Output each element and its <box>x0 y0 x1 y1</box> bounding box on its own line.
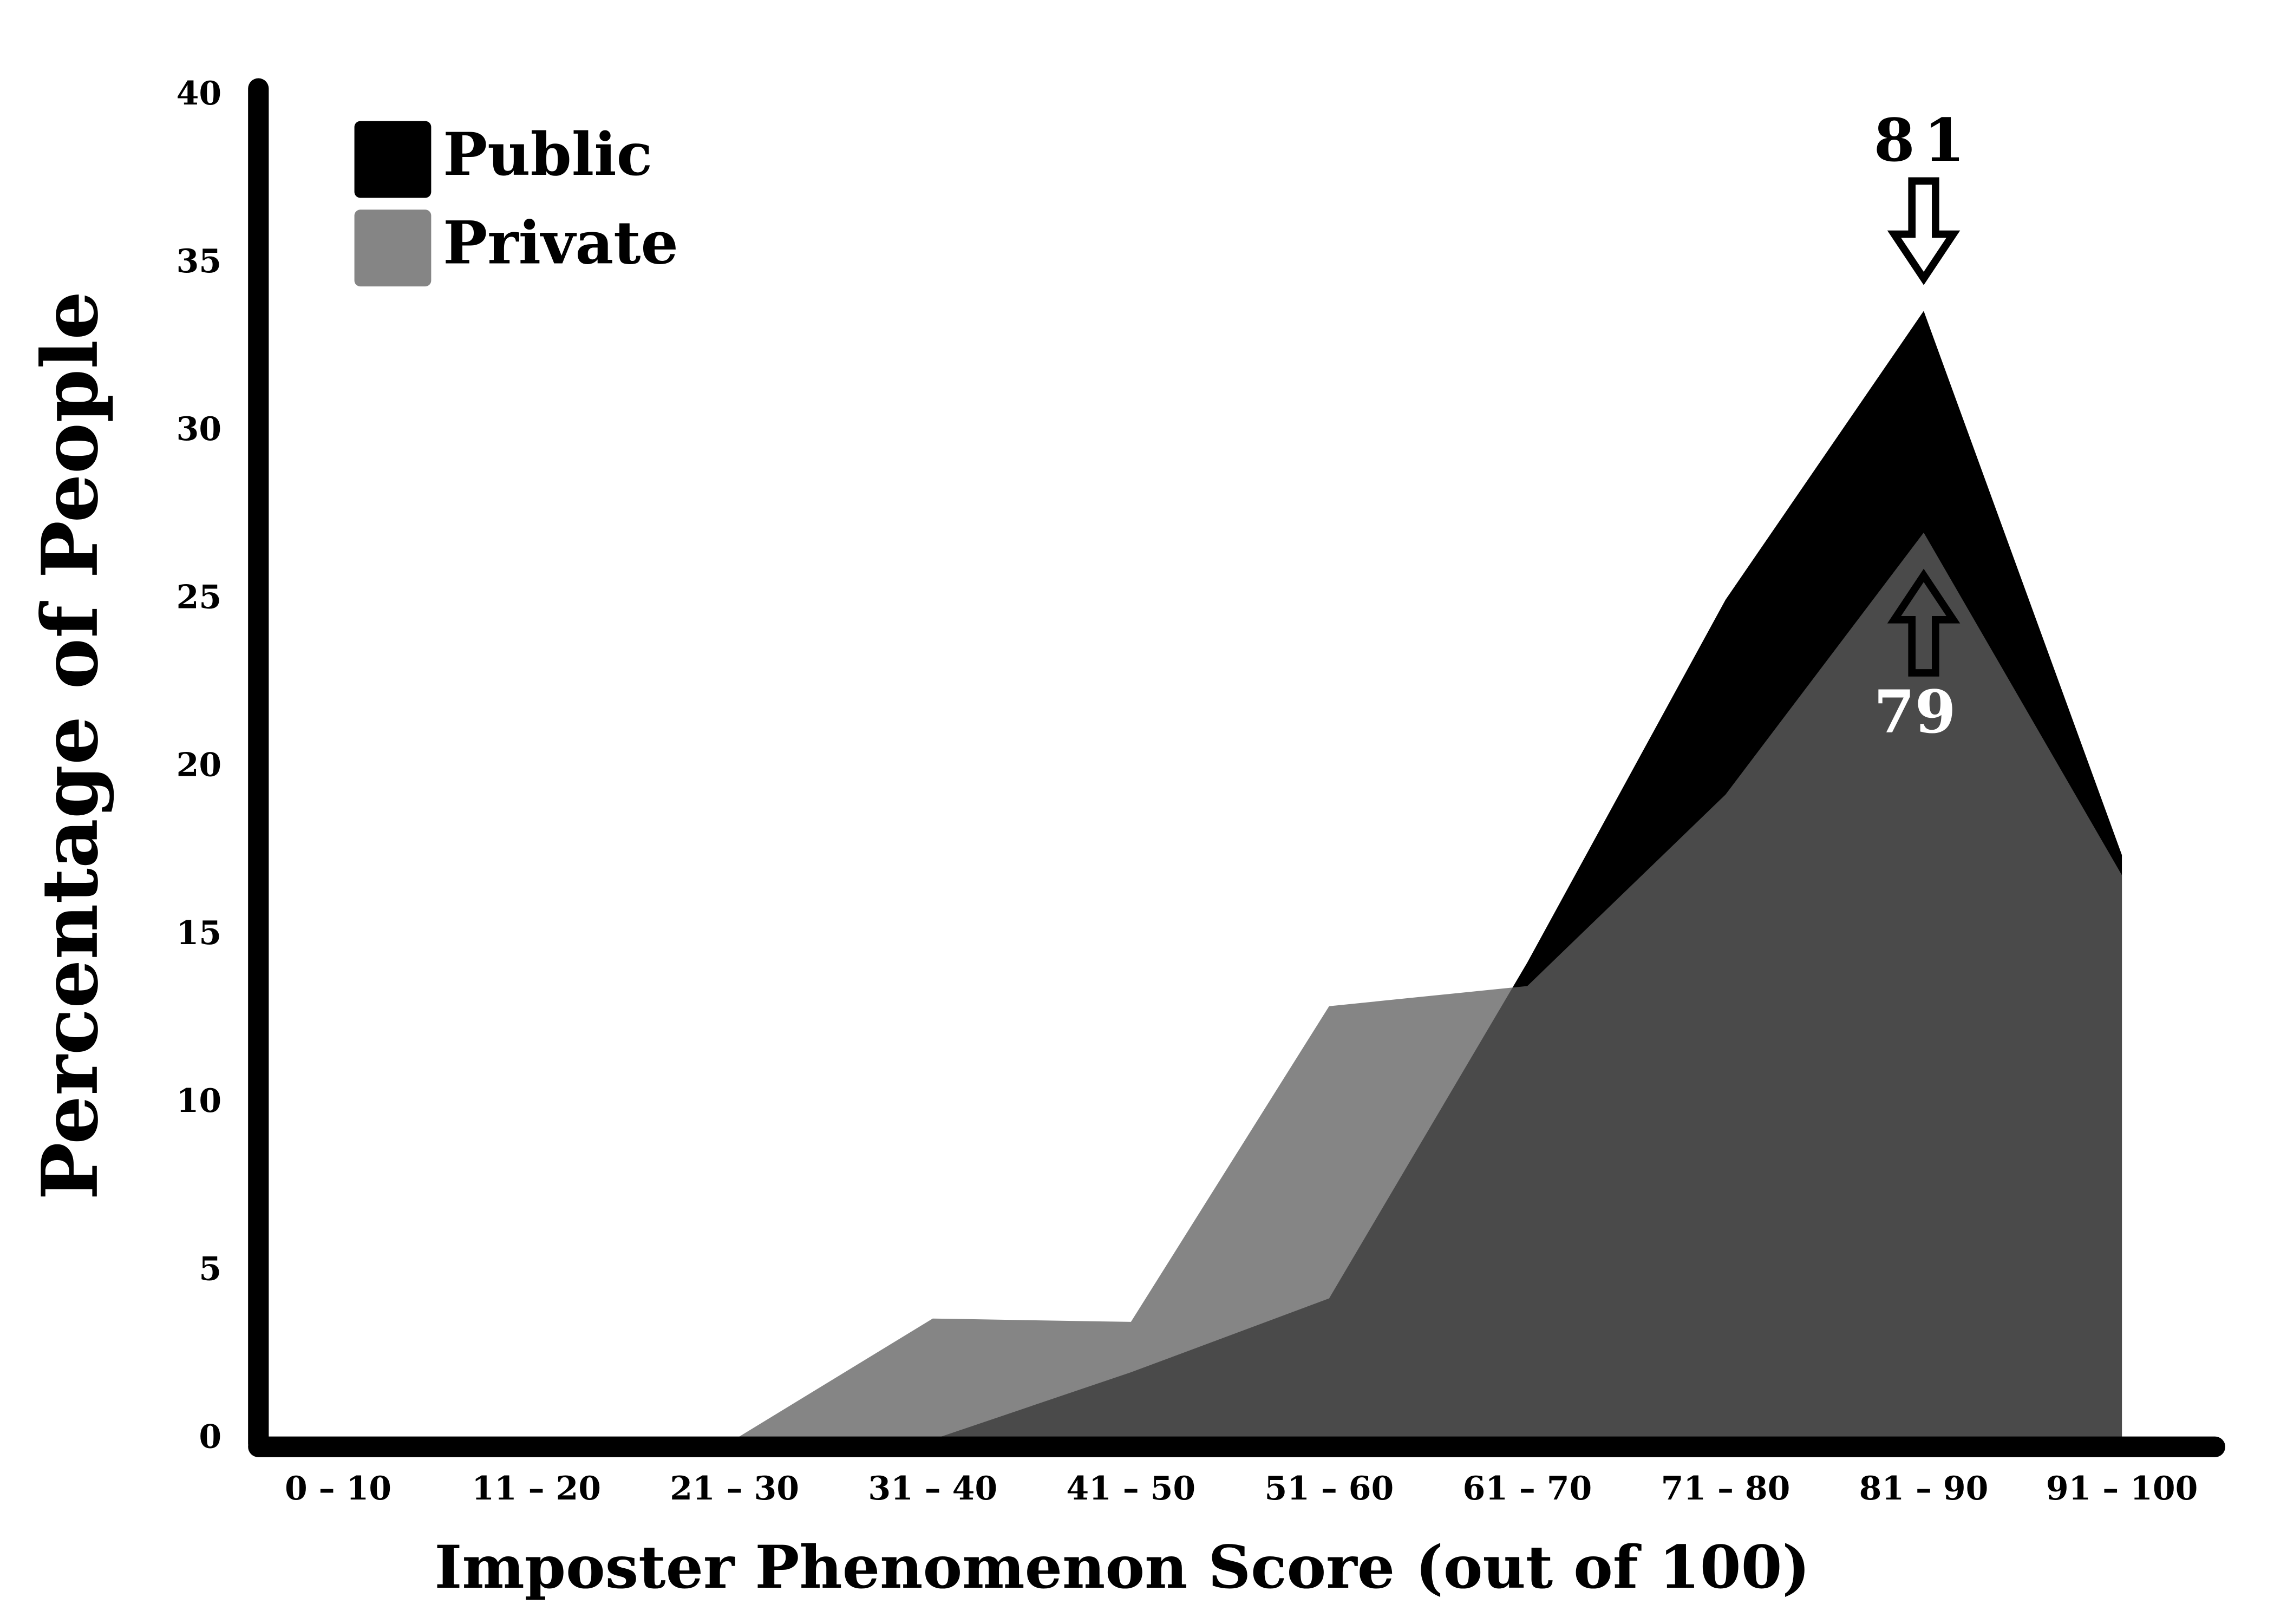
x-tick-label: 31 – 40 <box>868 1470 997 1508</box>
y-tick-label: 5 <box>199 1250 221 1288</box>
legend-label: Public <box>443 120 652 189</box>
y-tick-label: 35 <box>177 243 222 280</box>
y-tick-label: 0 <box>199 1418 221 1456</box>
x-tick-label: 61 – 70 <box>1463 1470 1592 1508</box>
y-tick-label: 30 <box>177 410 222 448</box>
y-tick-label: 15 <box>177 914 222 952</box>
area-1 <box>338 532 2122 1440</box>
annotation: 81 <box>1874 106 1974 175</box>
annotation-arrow <box>1887 177 1961 285</box>
y-axis-title: Percentage of People <box>25 291 115 1200</box>
y-tick-label: 40 <box>177 75 222 113</box>
legend-swatch <box>354 209 432 287</box>
x-tick-label: 81 – 90 <box>1859 1470 1989 1508</box>
x-tick-label: 0 – 10 <box>285 1470 391 1508</box>
legend-swatch <box>354 121 432 198</box>
x-tick-label: 71 – 80 <box>1661 1470 1791 1508</box>
x-tick-label: 51 – 60 <box>1264 1470 1394 1508</box>
x-tick-label: 21 – 30 <box>670 1470 799 1508</box>
x-axis-title: Imposter Phenomenon Score (out of 100) <box>434 1533 1810 1602</box>
x-tick-label: 11 – 20 <box>472 1470 601 1508</box>
y-tick-label: 25 <box>177 578 222 616</box>
annotation: 79 <box>1874 677 1956 746</box>
legend-label: Private <box>443 208 678 277</box>
annotation-arrow <box>1887 568 1961 677</box>
y-tick-label: 20 <box>177 746 222 784</box>
y-tick-label: 10 <box>177 1082 222 1120</box>
x-tick-label: 41 – 50 <box>1066 1470 1195 1508</box>
x-tick-label: 91 – 100 <box>2046 1470 2198 1508</box>
